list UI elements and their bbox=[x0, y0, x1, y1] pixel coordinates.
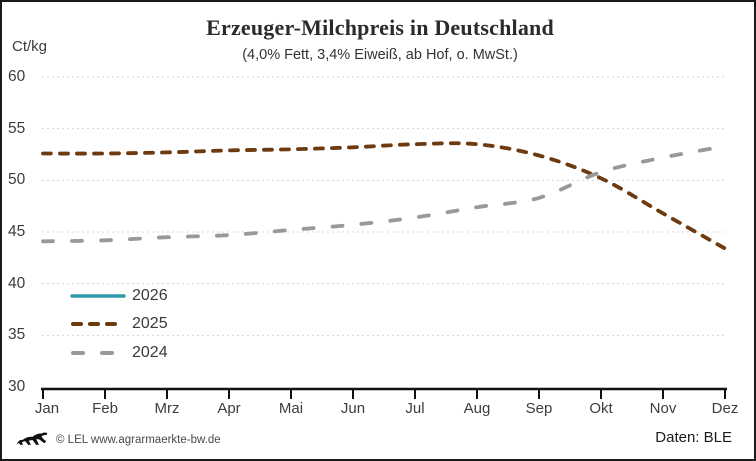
y-tick-label: 35 bbox=[8, 326, 26, 343]
legend-item-2026: 2026 bbox=[70, 285, 168, 307]
x-tick-label: Dez bbox=[711, 400, 739, 417]
legend-line-2026-icon bbox=[70, 294, 126, 298]
x-tick-label: Nov bbox=[649, 400, 677, 417]
y-tick-label: 50 bbox=[8, 171, 26, 188]
legend-item-2025: 2025 bbox=[70, 313, 168, 335]
y-tick-label: 45 bbox=[8, 223, 26, 240]
chart-subtitle: (4,0% Fett, 3,4% Eiweiß, ab Hof, o. MwSt… bbox=[242, 47, 518, 63]
data-source-note: Daten: BLE bbox=[655, 429, 732, 446]
footer: © LEL www.agrarmaerkte-bw.de bbox=[15, 431, 221, 448]
x-tick-label: Apr bbox=[217, 400, 241, 417]
legend-label: 2026 bbox=[132, 287, 168, 304]
footer-copyright: © LEL www.agrarmaerkte-bw.de bbox=[56, 433, 221, 446]
y-tick-label: 60 bbox=[8, 68, 26, 85]
y-tick-label: 30 bbox=[8, 378, 26, 395]
x-tick-label: Jun bbox=[340, 400, 366, 417]
x-tick-label: Jan bbox=[34, 400, 60, 417]
x-tick-label: Jul bbox=[405, 400, 425, 417]
legend-label: 2024 bbox=[132, 344, 168, 361]
legend-item-2024: 2024 bbox=[70, 342, 168, 364]
x-tick-label: Feb bbox=[92, 400, 118, 417]
legend-line-2025-icon bbox=[71, 322, 126, 326]
x-tick-label: Mrz bbox=[154, 400, 180, 417]
y-axis-unit-label: Ct/kg bbox=[12, 38, 48, 55]
x-tick-label: Aug bbox=[463, 400, 491, 417]
legend-line-2024-icon bbox=[71, 351, 122, 355]
y-tick-label: 40 bbox=[8, 275, 26, 292]
bw-lion-logo-icon bbox=[16, 432, 48, 445]
x-tick-label: Sep bbox=[525, 400, 553, 417]
chart-title: Erzeuger-Milchpreis in Deutschland bbox=[206, 15, 554, 40]
x-tick-label: Mai bbox=[278, 400, 304, 417]
y-tick-label: 55 bbox=[8, 120, 26, 137]
x-tick-label: Okt bbox=[589, 400, 613, 417]
legend-label: 2025 bbox=[132, 315, 168, 332]
